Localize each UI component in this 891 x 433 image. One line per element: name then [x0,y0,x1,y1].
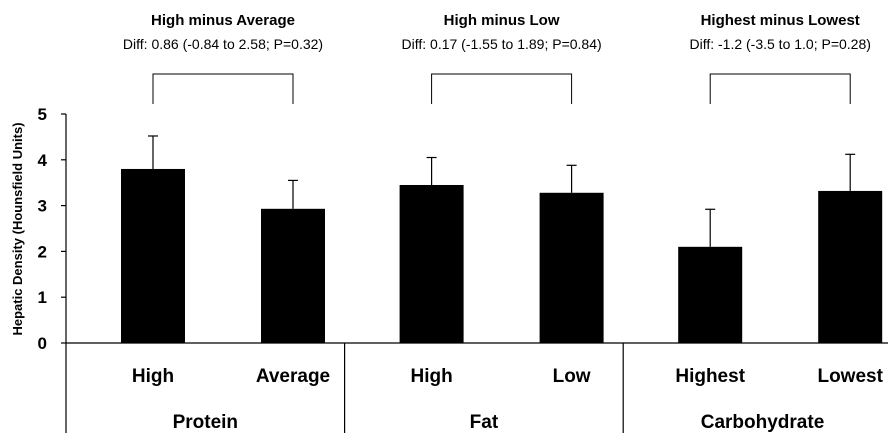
comparison-stat: Diff: 0.17 (-1.55 to 1.89; P=0.84) [402,36,602,52]
bar [818,190,883,343]
category-label: Lowest [817,366,883,387]
comparison-bracket [152,73,294,104]
bar [678,246,743,343]
comparison-title: Highest minus Lowest [701,12,860,29]
y-tick-label: 5 [38,105,47,124]
comparison-bracket [709,73,851,104]
y-tick-label: 2 [38,242,47,261]
y-tick-label: 4 [38,151,48,170]
bar [121,168,185,343]
category-label: High [410,366,452,387]
y-tick-label: 3 [38,197,47,216]
comparison-stat: Diff: -1.2 (-3.5 to 1.0; P=0.28) [689,36,870,52]
comparison-bracket [431,73,573,104]
comparison-title: High minus Low [444,12,560,29]
category-label: Average [256,366,330,387]
group-label: Fat [470,412,499,433]
category-label: Highest [675,366,745,387]
y-tick-label: 1 [38,288,47,307]
plot-area: 0 1 2 3 4 5 High Average Protein High minus Avera… [38,12,888,433]
y-axis-label: Hepatic Density (Hounsfield Units) [10,122,25,335]
y-tick-label: 0 [38,334,47,353]
bar [539,192,604,343]
bar [399,184,464,343]
category-label: High [132,366,174,387]
group-label: Protein [173,412,238,433]
comparison-title: High minus Average [151,12,295,29]
category-label: Low [553,366,591,387]
comparison-stat: Diff: 0.86 (-0.84 to 2.58; P=0.32) [123,36,323,52]
bar [261,208,325,343]
group-label: Carbohydrate [701,412,825,433]
